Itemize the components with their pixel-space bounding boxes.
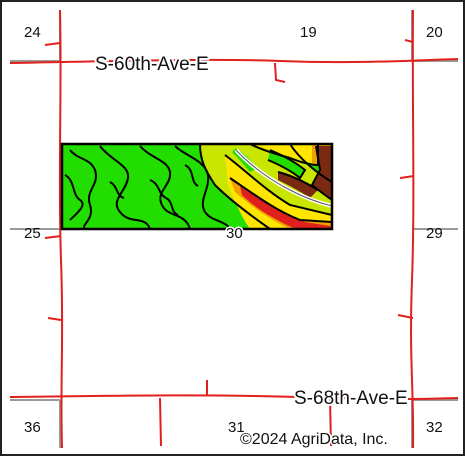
section-30-label: 30 <box>226 225 243 242</box>
soil-boundaries <box>64 143 333 230</box>
soil-red-zone <box>240 186 332 229</box>
section-36-label: 36 <box>24 419 41 436</box>
section-lines <box>9 9 459 449</box>
copyright-notice: ©2024 AgriData, Inc. <box>240 431 388 448</box>
section-31-label: 31 <box>228 419 245 436</box>
soil-green-patch <box>268 150 305 178</box>
section-32-label: 32 <box>426 419 443 436</box>
field-boundary[interactable] <box>60 142 334 231</box>
soil-brown-zone <box>312 146 332 200</box>
soil-yellow-zone-2 <box>250 144 318 165</box>
road-label-south: S-68th-Ave-E <box>294 388 408 409</box>
section-25-label: 25 <box>24 225 41 242</box>
section-24-label: 24 <box>24 24 41 41</box>
creek-outline <box>235 149 333 207</box>
section-19-label: 19 <box>300 24 317 41</box>
section-20-label: 20 <box>426 24 443 41</box>
road-label-north: S-60th-Ave-E <box>95 54 209 75</box>
soil-yellow-zone <box>225 155 332 229</box>
soil-brown-zone-2 <box>278 172 318 198</box>
section-29-label: 29 <box>426 225 443 242</box>
